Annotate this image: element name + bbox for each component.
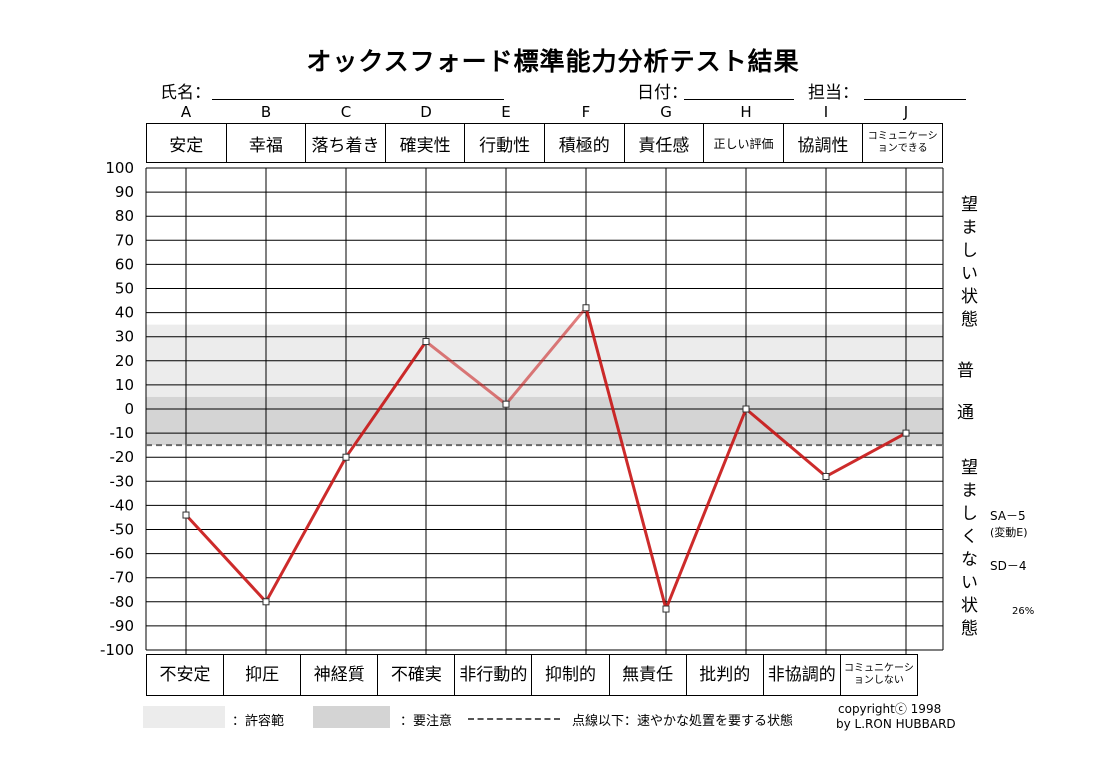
data-point xyxy=(422,338,430,346)
caution-swatch xyxy=(313,706,390,728)
dotted-line-sample xyxy=(468,718,560,720)
data-point xyxy=(582,304,590,312)
series-line-segment xyxy=(664,407,748,611)
acceptable-legend-label: ：許容範 xyxy=(232,714,285,729)
y-tick-label: -20 xyxy=(110,448,135,466)
y-tick-label: 30 xyxy=(115,328,134,346)
trait-label: 確実性 xyxy=(384,123,466,163)
y-tick-label: -70 xyxy=(110,569,135,587)
trait-label: 幸福 xyxy=(225,123,307,163)
data-point xyxy=(342,453,350,461)
column-letter: A xyxy=(180,103,192,121)
column-letter: C xyxy=(340,103,352,121)
trait-label: 落ち着き xyxy=(305,123,386,163)
column-letter: G xyxy=(660,103,672,121)
column-letter: H xyxy=(740,103,752,121)
y-tick-label: -80 xyxy=(110,593,135,611)
opposite-trait-label: 非行動的 xyxy=(454,654,533,696)
column-letter: D xyxy=(420,103,432,121)
column-letter: I xyxy=(823,103,829,121)
acceptable-swatch xyxy=(143,706,225,728)
series-line-segment xyxy=(424,340,508,406)
trait-label: コミュニケーションできる xyxy=(862,123,943,163)
opposite-trait-label: 無責任 xyxy=(608,654,687,696)
y-tick-label: -30 xyxy=(110,472,135,490)
trait-label: 協調性 xyxy=(782,123,864,163)
series-line-segment xyxy=(504,306,588,406)
author-text: by L.RON HUBBARD xyxy=(836,717,956,731)
data-point xyxy=(742,405,750,413)
normal-label-2: 通 xyxy=(957,403,974,423)
y-tick-label: 70 xyxy=(115,231,134,249)
opposite-trait-label: 神経質 xyxy=(300,654,379,696)
y-tick-label: 20 xyxy=(115,352,134,370)
trait-label: 積極的 xyxy=(543,123,625,163)
y-tick-label: 90 xyxy=(115,183,134,201)
normal-label-1: 普 xyxy=(957,361,974,381)
trait-label: 安定 xyxy=(146,123,227,163)
y-tick-label: -90 xyxy=(110,617,135,635)
y-tick-label: 80 xyxy=(115,207,134,225)
opposite-trait-table: 不安定 抑圧 神経質 不確実 非行動的 抑制的 無責任 批判的 非協調的 コミュ… xyxy=(145,654,919,696)
opposite-trait-label: コミュニケーションしない xyxy=(839,654,919,696)
column-letter: B xyxy=(260,103,272,121)
series-line-segment xyxy=(344,340,428,459)
y-tick-label: -60 xyxy=(110,545,135,563)
data-point xyxy=(902,429,910,437)
staff-field[interactable] xyxy=(864,99,966,100)
undesirable-state-label: 望ましくない状態 xyxy=(957,458,977,642)
opposite-trait-label: 抑制的 xyxy=(531,654,610,696)
name-label: 氏名： xyxy=(160,83,211,103)
opposite-trait-label: 批判的 xyxy=(685,654,764,696)
series-line-segment xyxy=(184,513,268,604)
series-line-segment xyxy=(264,455,348,604)
date-field[interactable] xyxy=(684,99,794,100)
opposite-trait-label: 抑圧 xyxy=(223,654,302,696)
caution-band xyxy=(146,396,943,446)
y-tick-label: -40 xyxy=(110,496,135,514)
dotted-legend-label: 点線以下：速やかな処置を要する状態 xyxy=(572,714,794,729)
series-line-segment xyxy=(584,306,668,611)
sa-score: SA－5 xyxy=(990,509,1026,523)
trait-label: 責任感 xyxy=(623,123,705,163)
desirable-state-label: 望ましい状態 xyxy=(957,195,977,333)
data-point xyxy=(822,472,830,480)
y-tick-label: -10 xyxy=(110,424,135,442)
column-letter: F xyxy=(581,103,591,121)
name-field[interactable] xyxy=(212,99,504,100)
sd-score: SD－4 xyxy=(990,559,1027,573)
y-tick-label: 40 xyxy=(115,304,134,322)
trait-header-table: 安定 幸福 落ち着き 確実性 行動性 積極的 責任感 正しい評価 協調性 コミュ… xyxy=(146,123,943,163)
percentage-note: 26% xyxy=(1012,606,1035,617)
y-tick-label: -100 xyxy=(100,641,134,659)
date-label: 日付： xyxy=(637,83,688,103)
data-point xyxy=(182,511,190,519)
data-point xyxy=(662,605,670,613)
column-letter: J xyxy=(903,103,909,121)
opposite-trait-label: 非協調的 xyxy=(762,654,841,696)
trait-label: 正しい評価 xyxy=(703,123,784,163)
data-point xyxy=(262,598,270,606)
staff-label: 担当： xyxy=(808,83,859,103)
opposite-trait-label: 不確実 xyxy=(377,654,456,696)
series-line-segment xyxy=(824,431,908,478)
data-point xyxy=(502,400,510,408)
trait-label: 行動性 xyxy=(464,123,545,163)
caution-legend-label: ：要注意 xyxy=(400,714,453,729)
y-tick-label: 50 xyxy=(115,280,134,298)
series-line-segment xyxy=(744,407,828,478)
y-tick-label: 100 xyxy=(105,159,134,177)
page-title: オックスフォード標準能力分析テスト結果 xyxy=(306,47,800,76)
y-tick-label: -50 xyxy=(110,521,135,539)
copyright-text: copyrightⓒ 1998 xyxy=(838,702,942,716)
y-tick-label: 10 xyxy=(115,376,134,394)
y-tick-label: 60 xyxy=(115,255,134,273)
opposite-trait-label: 不安定 xyxy=(145,654,225,696)
sa-variant: (変動E) xyxy=(990,526,1028,539)
y-tick-label: 0 xyxy=(124,400,134,418)
column-letter: E xyxy=(501,103,511,121)
